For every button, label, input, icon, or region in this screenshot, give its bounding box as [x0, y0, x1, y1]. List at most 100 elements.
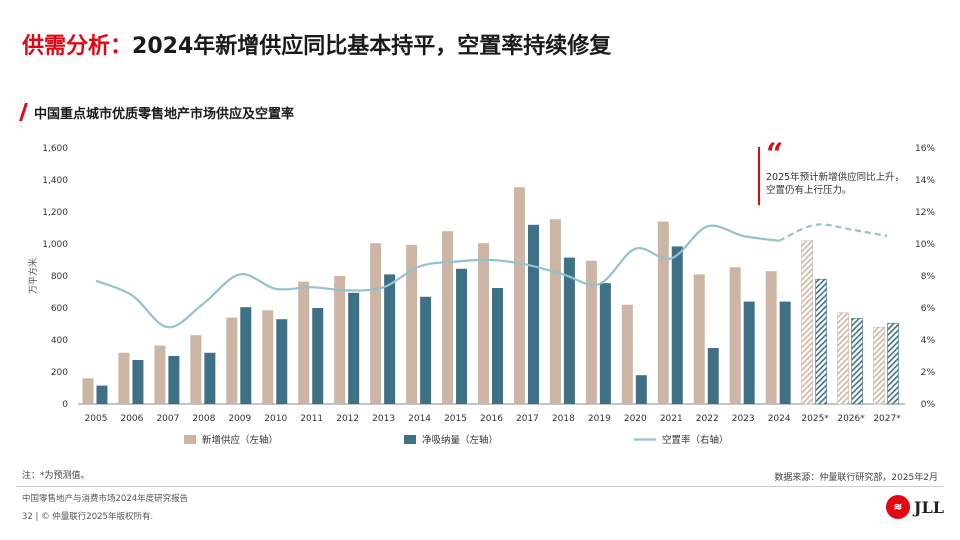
left-axis-tick: 400	[51, 336, 68, 346]
bar-new-supply	[226, 317, 238, 404]
x-axis-tick: 2016	[480, 414, 503, 424]
bar-net-absorption	[599, 283, 611, 404]
bar-new-supply	[298, 281, 310, 404]
x-axis-tick: 2017	[516, 414, 539, 424]
bar-net-absorption	[348, 292, 360, 404]
vacancy-line	[95, 224, 780, 329]
bar-net-absorption	[635, 375, 647, 404]
section-heading: 中国重点城市优质零售地产市场供应及空置率	[19, 101, 295, 123]
x-axis-tick: 2012	[336, 414, 359, 424]
x-axis-tick: 2011	[300, 414, 323, 424]
bar-new-supply	[478, 243, 489, 404]
bar-net-absorption	[851, 318, 863, 405]
legend-swatch	[404, 435, 416, 444]
bar-new-supply	[154, 345, 166, 404]
report-name: 中国零售地产与消费市场2024年度研究报告	[22, 494, 189, 504]
legend-entry: 新增供应（左轴）	[202, 434, 278, 446]
bar-new-supply	[406, 244, 418, 404]
jll-logo: ≋ JLL	[885, 495, 944, 519]
bar-net-absorption	[168, 356, 180, 404]
bar-new-supply	[873, 326, 885, 405]
bar-net-absorption	[312, 308, 324, 404]
left-axis-tick: 1,200	[42, 208, 68, 218]
bar-new-supply	[262, 310, 274, 404]
left-axis-tick: 1,000	[42, 240, 68, 250]
bar-net-absorption	[384, 274, 396, 404]
x-axis-tick: 2026*	[837, 414, 865, 424]
bar-net-absorption	[563, 257, 575, 404]
right-axis-tick: 10%	[915, 240, 935, 250]
x-axis-tick: 2020	[624, 414, 647, 424]
x-axis-tick: 2025*	[801, 414, 829, 424]
jll-logo-text: JLL	[913, 497, 944, 517]
bar-new-supply	[549, 219, 561, 404]
footer-divider	[16, 486, 944, 487]
x-axis-tick: 2006	[120, 414, 143, 424]
left-axis-tick: 200	[51, 368, 68, 378]
bar-net-absorption	[527, 224, 539, 404]
legend-entry: 空置率（右轴）	[662, 434, 729, 446]
forecast-note: 注：*为预测值。	[22, 471, 90, 481]
bar-new-supply	[585, 260, 597, 404]
x-axis-tick: 2018	[552, 414, 575, 424]
page-title-main: 2024年新增供应同比基本持平，空置率持续修复	[132, 34, 612, 59]
bar-net-absorption	[743, 301, 755, 404]
callout-accent-bar	[758, 147, 760, 205]
bar-net-absorption	[707, 348, 719, 404]
bar-new-supply	[513, 187, 525, 404]
legend-swatch	[184, 435, 196, 444]
left-axis-tick: 0	[62, 400, 68, 410]
slash-accent-icon	[19, 103, 28, 121]
right-axis-tick: 8%	[921, 272, 936, 282]
data-source: 数据来源：仲量联行研究部，2025年2月	[774, 473, 938, 483]
bar-net-absorption	[671, 246, 683, 404]
bar-new-supply	[334, 276, 346, 404]
callout-text: 2025年预计新增供应同比上升，空置仍有上行压力。	[766, 172, 905, 196]
bar-net-absorption	[815, 278, 827, 405]
x-axis-tick: 2013	[372, 414, 395, 424]
left-axis-tick: 600	[51, 304, 68, 314]
bar-new-supply	[190, 335, 202, 404]
bar-new-supply	[729, 267, 741, 404]
right-axis-tick: 16%	[915, 144, 935, 154]
bar-new-supply	[370, 243, 382, 404]
x-axis-tick: 2021	[660, 414, 683, 424]
jll-logo-mark-icon: ≋	[885, 495, 910, 519]
bar-new-supply	[837, 312, 849, 405]
bar-net-absorption	[887, 322, 899, 405]
left-axis-tick: 1,400	[42, 176, 68, 186]
x-axis-tick: 2008	[192, 414, 215, 424]
supply-vacancy-chart: 0 200 400 600 800 1,000 1,200 1,400 1,600 0% 2% 4% 6…	[27, 144, 936, 446]
copyright: © 仲量联行2025年版权所有.	[41, 512, 154, 522]
x-axis-tick: 2023	[732, 414, 755, 424]
left-axis-tick: 800	[51, 272, 68, 282]
x-axis-tick: 2007	[156, 414, 179, 424]
left-axis-label: 万平方米	[27, 258, 39, 294]
bar-new-supply	[621, 304, 633, 404]
bar-net-absorption	[779, 301, 791, 404]
right-axis-tick: 0%	[921, 400, 936, 410]
bar-new-supply	[801, 240, 813, 405]
bar-net-absorption	[132, 360, 144, 404]
x-axis-tick: 2014	[408, 414, 431, 424]
x-axis-tick: 2027*	[873, 414, 901, 424]
quote-icon: “	[766, 137, 784, 172]
bar-new-supply	[693, 274, 705, 404]
right-axis-tick: 6%	[921, 304, 936, 314]
bar-new-supply	[442, 231, 454, 404]
x-axis-tick: 2019	[588, 414, 611, 424]
x-axis-tick: 2010	[264, 414, 287, 424]
right-axis-tick: 4%	[921, 336, 936, 346]
x-axis-tick: 2015	[444, 414, 467, 424]
page-title-highlight: 供需分析：	[22, 34, 133, 59]
bar-net-absorption	[204, 352, 216, 404]
x-axis-tick: 2024	[768, 414, 791, 424]
chart-subtitle: 中国重点城市优质零售地产市场供应及空置率	[34, 106, 295, 122]
vacancy-line-forecast	[778, 223, 888, 242]
bar-net-absorption	[492, 288, 503, 404]
footer-separator: |	[35, 512, 39, 522]
bar-new-supply	[657, 221, 669, 404]
legend-entry: 净吸纳量（左轴）	[422, 434, 498, 446]
right-axis-tick: 14%	[915, 176, 935, 186]
page-number: 32	[22, 512, 33, 522]
